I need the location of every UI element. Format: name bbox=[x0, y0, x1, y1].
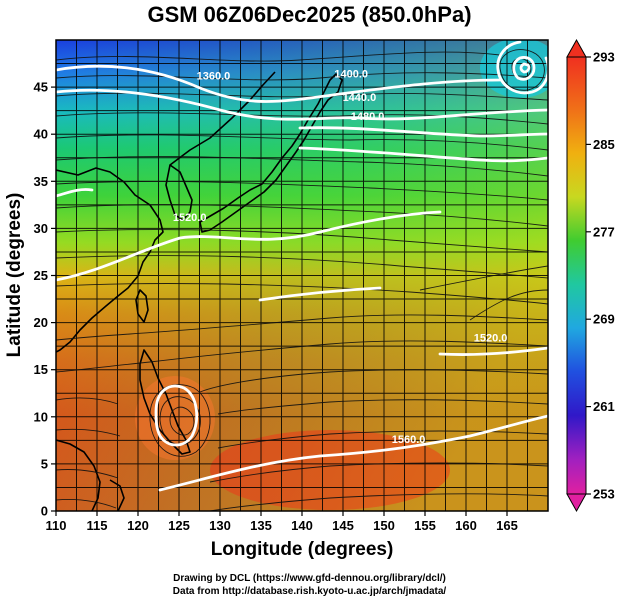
map-plot-area: 1360.0 1400.0 1440.0 1480.0 1520.0 1560.0 1520… bbox=[56, 40, 548, 511]
y-tick-label: 20 bbox=[34, 315, 48, 330]
colorbar-max-arrow bbox=[566, 38, 587, 58]
x-tick-label: 165 bbox=[496, 518, 518, 533]
contour-label: 1400.0 bbox=[334, 69, 368, 81]
y-tick-label: 10 bbox=[34, 409, 48, 424]
streamline bbox=[209, 493, 548, 511]
x-tick-label: 155 bbox=[414, 518, 436, 533]
contour-label: 1520.0 bbox=[474, 332, 508, 344]
contour-label: 1480.0 bbox=[351, 111, 385, 123]
streamline bbox=[56, 181, 548, 201]
coastline-asia bbox=[56, 167, 164, 353]
streamline bbox=[56, 204, 548, 227]
y-tick-label: 45 bbox=[34, 80, 48, 95]
streamline bbox=[56, 469, 119, 479]
x-tick-label: 140 bbox=[291, 518, 313, 533]
streamline bbox=[159, 396, 201, 446]
x-tick-label: 150 bbox=[373, 518, 395, 533]
credit-drawing: Drawing by DCL (https://www.gfd-dennou.o… bbox=[173, 573, 446, 584]
x-axis-ticks: 110 115 120 125 130 135 140 145 150 155 160 165 bbox=[46, 511, 518, 533]
coastline-manchuria bbox=[169, 71, 276, 166]
colorbar: 293 285 277 269 261 253 bbox=[566, 38, 615, 513]
streamline bbox=[149, 384, 211, 457]
streamline bbox=[56, 255, 548, 279]
contour-line bbox=[56, 88, 548, 121]
y-tick-label: 30 bbox=[34, 221, 48, 236]
colorbar-scale bbox=[566, 56, 587, 495]
y-tick-label: 35 bbox=[34, 174, 48, 189]
coastline-sulawesi bbox=[109, 479, 125, 511]
contour-line bbox=[56, 64, 502, 103]
streamline bbox=[209, 462, 548, 483]
credit-data: Data from http://database.rish.kyoto-u.a… bbox=[172, 586, 447, 597]
colorbar-tick-label: 293 bbox=[593, 50, 615, 65]
y-tick-label: 15 bbox=[34, 362, 48, 377]
streamline bbox=[56, 499, 117, 509]
streamline bbox=[199, 369, 548, 393]
colorbar-tick-label: 269 bbox=[593, 312, 615, 327]
contour-line bbox=[496, 40, 548, 95]
coastline-philippines bbox=[139, 349, 191, 455]
y-axis-title: Latitude (degrees) bbox=[4, 193, 25, 358]
contour-labels: 1360.0 1400.0 1440.0 1480.0 1520.0 1560.0 1520… bbox=[173, 69, 508, 446]
contour-label: 1440.0 bbox=[343, 92, 377, 104]
coastline-taiwan bbox=[135, 289, 149, 323]
x-axis-title: Longitude (degrees) bbox=[211, 539, 394, 560]
colorbar-ticks: 293 285 277 269 261 253 bbox=[586, 50, 615, 502]
streamline bbox=[56, 51, 501, 62]
contour-line bbox=[298, 146, 548, 163]
contour-line bbox=[154, 384, 199, 447]
streamline bbox=[56, 340, 548, 373]
colorbar-min-arrow bbox=[566, 493, 587, 513]
streamline bbox=[56, 428, 121, 437]
x-tick-label: 160 bbox=[455, 518, 477, 533]
contour-line bbox=[438, 346, 548, 356]
x-tick-label: 120 bbox=[127, 518, 149, 533]
contour-line bbox=[56, 210, 442, 282]
x-tick-label: 130 bbox=[209, 518, 231, 533]
height-contours bbox=[56, 40, 548, 492]
y-tick-label: 40 bbox=[34, 127, 48, 142]
x-tick-label: 115 bbox=[87, 518, 108, 533]
x-tick-label: 110 bbox=[46, 518, 67, 533]
y-axis-ticks: 0 5 10 15 20 25 30 35 40 45 bbox=[34, 80, 56, 519]
streamline bbox=[56, 112, 548, 125]
x-tick-label: 145 bbox=[332, 518, 354, 533]
contour-line bbox=[56, 188, 94, 198]
streamline bbox=[56, 397, 119, 405]
streamline bbox=[499, 49, 545, 91]
map-title: GSM 06Z06Dec2025 (850.0hPa) bbox=[147, 2, 472, 27]
streamline bbox=[56, 72, 548, 81]
contour-line bbox=[512, 56, 536, 81]
contour-label: 1520.0 bbox=[173, 212, 207, 224]
streamline bbox=[217, 399, 548, 415]
streamline bbox=[56, 314, 548, 341]
y-tick-label: 5 bbox=[41, 456, 48, 471]
y-tick-label: 25 bbox=[34, 268, 48, 283]
contour-label: 1360.0 bbox=[197, 71, 231, 83]
graticule bbox=[56, 40, 548, 511]
colorbar-tick-label: 277 bbox=[593, 224, 615, 239]
streamline bbox=[56, 134, 548, 151]
contour-line bbox=[258, 286, 382, 302]
colorbar-tick-label: 253 bbox=[593, 487, 615, 502]
streamline bbox=[56, 156, 548, 177]
coastline-borneo bbox=[56, 439, 101, 511]
streamline bbox=[419, 265, 548, 291]
x-tick-label: 125 bbox=[168, 518, 190, 533]
contour-line bbox=[158, 414, 548, 492]
x-tick-label: 135 bbox=[250, 518, 272, 533]
contour-line bbox=[298, 126, 548, 138]
map-figure: 1360.0 1400.01440.01480.01520.01560.01520… bbox=[4, 38, 615, 560]
coastline-korea bbox=[165, 164, 193, 221]
colorbar-tick-label: 261 bbox=[593, 399, 615, 414]
contour-line bbox=[519, 62, 531, 74]
credits: Drawing by DCL (https://www.gfd-dennou.o… bbox=[0, 572, 619, 598]
streamline bbox=[469, 289, 548, 321]
y-tick-label: 0 bbox=[41, 504, 48, 519]
contour-label: 1560.0 bbox=[392, 434, 426, 446]
streamline bbox=[56, 229, 548, 253]
streamline bbox=[169, 406, 195, 436]
colorbar-tick-label: 285 bbox=[593, 137, 615, 152]
